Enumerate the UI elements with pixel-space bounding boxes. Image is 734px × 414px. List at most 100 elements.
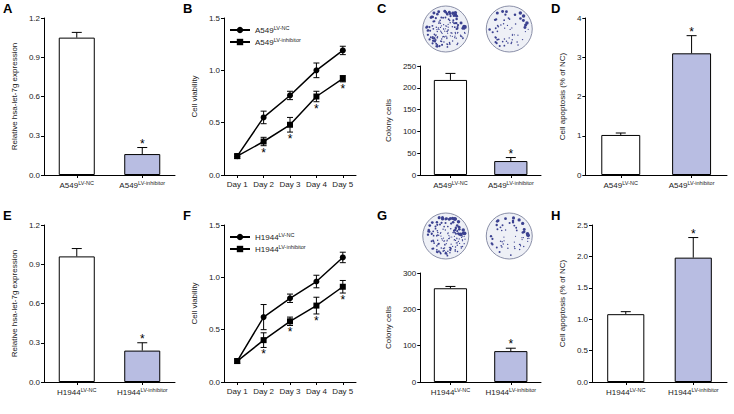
svg-text:A549: A549 [60,181,79,190]
svg-text:300: 300 [403,269,417,278]
svg-text:0.0: 0.0 [209,378,221,387]
svg-text:*: * [508,337,513,351]
svg-text:LV-NC: LV-NC [630,387,646,393]
svg-text:LV-inhibitor: LV-inhibitor [507,180,534,186]
svg-text:2: 2 [577,92,582,101]
svg-text:100: 100 [403,127,417,136]
svg-text:A549: A549 [669,181,688,190]
svg-text:Day 1: Day 1 [227,180,248,189]
svg-text:Relative hsa-let-7g expression: Relative hsa-let-7g expression [10,250,19,358]
svg-text:LV-NC: LV-NC [454,387,470,393]
svg-text:0.5: 0.5 [209,325,221,334]
svg-text:Relative hsa-let-7g expression: Relative hsa-let-7g expression [10,43,19,151]
svg-text:A549: A549 [255,38,274,47]
svg-text:3: 3 [577,53,582,62]
svg-text:0: 0 [577,171,582,180]
svg-text:H1944: H1944 [485,388,509,397]
svg-text:200: 200 [403,83,417,92]
svg-text:Day 3: Day 3 [280,180,301,189]
svg-text:Cell apoptosis (% of NC): Cell apoptosis (% of NC) [558,52,567,140]
svg-text:*: * [340,293,345,307]
svg-text:LV-inhibitor: LV-inhibitor [691,387,718,393]
svg-text:1: 1 [577,131,582,140]
svg-text:LV-inhibitor: LV-inhibitor [279,244,306,250]
svg-text:LV-NC: LV-NC [81,387,97,393]
svg-text:H1944: H1944 [255,245,279,254]
svg-text:A549: A549 [604,181,623,190]
svg-text:H1944: H1944 [57,388,81,397]
svg-text:A549: A549 [255,26,274,35]
svg-text:0.9: 0.9 [29,260,41,269]
svg-text:0.3: 0.3 [29,131,41,140]
svg-text:*: * [689,25,694,39]
svg-text:1.5: 1.5 [209,14,221,23]
svg-text:0.3: 0.3 [29,338,41,347]
svg-text:A549: A549 [433,181,452,190]
svg-text:1.2: 1.2 [29,221,41,230]
svg-text:0.0: 0.0 [209,171,221,180]
svg-text:Day 4: Day 4 [306,180,327,189]
svg-text:0.5: 0.5 [209,118,221,127]
svg-text:100: 100 [403,341,417,350]
svg-text:H1944: H1944 [117,388,141,397]
svg-text:Day 2: Day 2 [253,387,274,396]
svg-text:A549: A549 [488,181,507,190]
svg-text:0.6: 0.6 [29,92,41,101]
svg-text:*: * [140,137,145,151]
svg-text:*: * [261,146,266,160]
svg-text:0.9: 0.9 [29,53,41,62]
svg-text:Day 3: Day 3 [280,387,301,396]
svg-text:H1944: H1944 [668,388,692,397]
svg-text:4: 4 [577,14,582,23]
svg-text:Day 4: Day 4 [306,387,327,396]
svg-text:Cell viability: Cell viability [190,282,199,324]
svg-text:*: * [691,227,696,241]
svg-text:LV-inhibitor: LV-inhibitor [274,37,301,43]
svg-text:0: 0 [412,378,417,387]
svg-text:1.0: 1.0 [577,315,589,324]
svg-text:1.5: 1.5 [577,283,589,292]
svg-text:*: * [508,147,513,161]
svg-text:H1944: H1944 [431,388,455,397]
svg-text:150: 150 [403,105,417,114]
svg-text:Colony cells: Colony cells [384,99,393,142]
svg-text:LV-inhibitor: LV-inhibitor [509,387,536,393]
svg-text:1.0: 1.0 [209,273,221,282]
svg-text:LV-inhibitor: LV-inhibitor [687,180,714,186]
svg-text:*: * [288,132,293,146]
svg-text:1.0: 1.0 [209,66,221,75]
svg-text:0.5: 0.5 [577,346,589,355]
svg-text:H1944: H1944 [606,388,630,397]
svg-text:0.0: 0.0 [577,378,589,387]
svg-text:250: 250 [403,62,417,71]
svg-text:Day 5: Day 5 [332,387,353,396]
svg-text:LV-NC: LV-NC [279,232,295,238]
svg-text:*: * [314,314,319,328]
svg-text:0.6: 0.6 [29,299,41,308]
svg-text:Day 2: Day 2 [253,180,274,189]
svg-text:*: * [261,347,266,361]
svg-text:LV-NC: LV-NC [622,180,638,186]
svg-text:LV-inhibitor: LV-inhibitor [140,387,167,393]
svg-text:1.5: 1.5 [209,221,221,230]
svg-text:LV-inhibitor: LV-inhibitor [138,180,165,186]
svg-text:H1944: H1944 [255,233,279,242]
svg-text:LV-NC: LV-NC [274,25,290,31]
svg-text:2.0: 2.0 [577,252,589,261]
svg-text:*: * [288,325,293,339]
svg-text:A549: A549 [119,181,138,190]
svg-text:0.0: 0.0 [29,171,41,180]
svg-text:2.5: 2.5 [577,221,589,230]
svg-text:200: 200 [403,305,417,314]
svg-text:Cell apoptosis (% of NC): Cell apoptosis (% of NC) [558,259,567,347]
svg-text:50: 50 [407,149,416,158]
svg-text:Cell viability: Cell viability [190,75,199,117]
svg-text:Day 5: Day 5 [332,180,353,189]
svg-text:*: * [314,102,319,116]
svg-text:Day 1: Day 1 [227,387,248,396]
svg-text:LV-NC: LV-NC [78,180,94,186]
svg-text:0: 0 [412,171,417,180]
svg-text:Colony cells: Colony cells [384,306,393,349]
svg-text:LV-NC: LV-NC [452,180,468,186]
svg-text:*: * [340,82,345,96]
